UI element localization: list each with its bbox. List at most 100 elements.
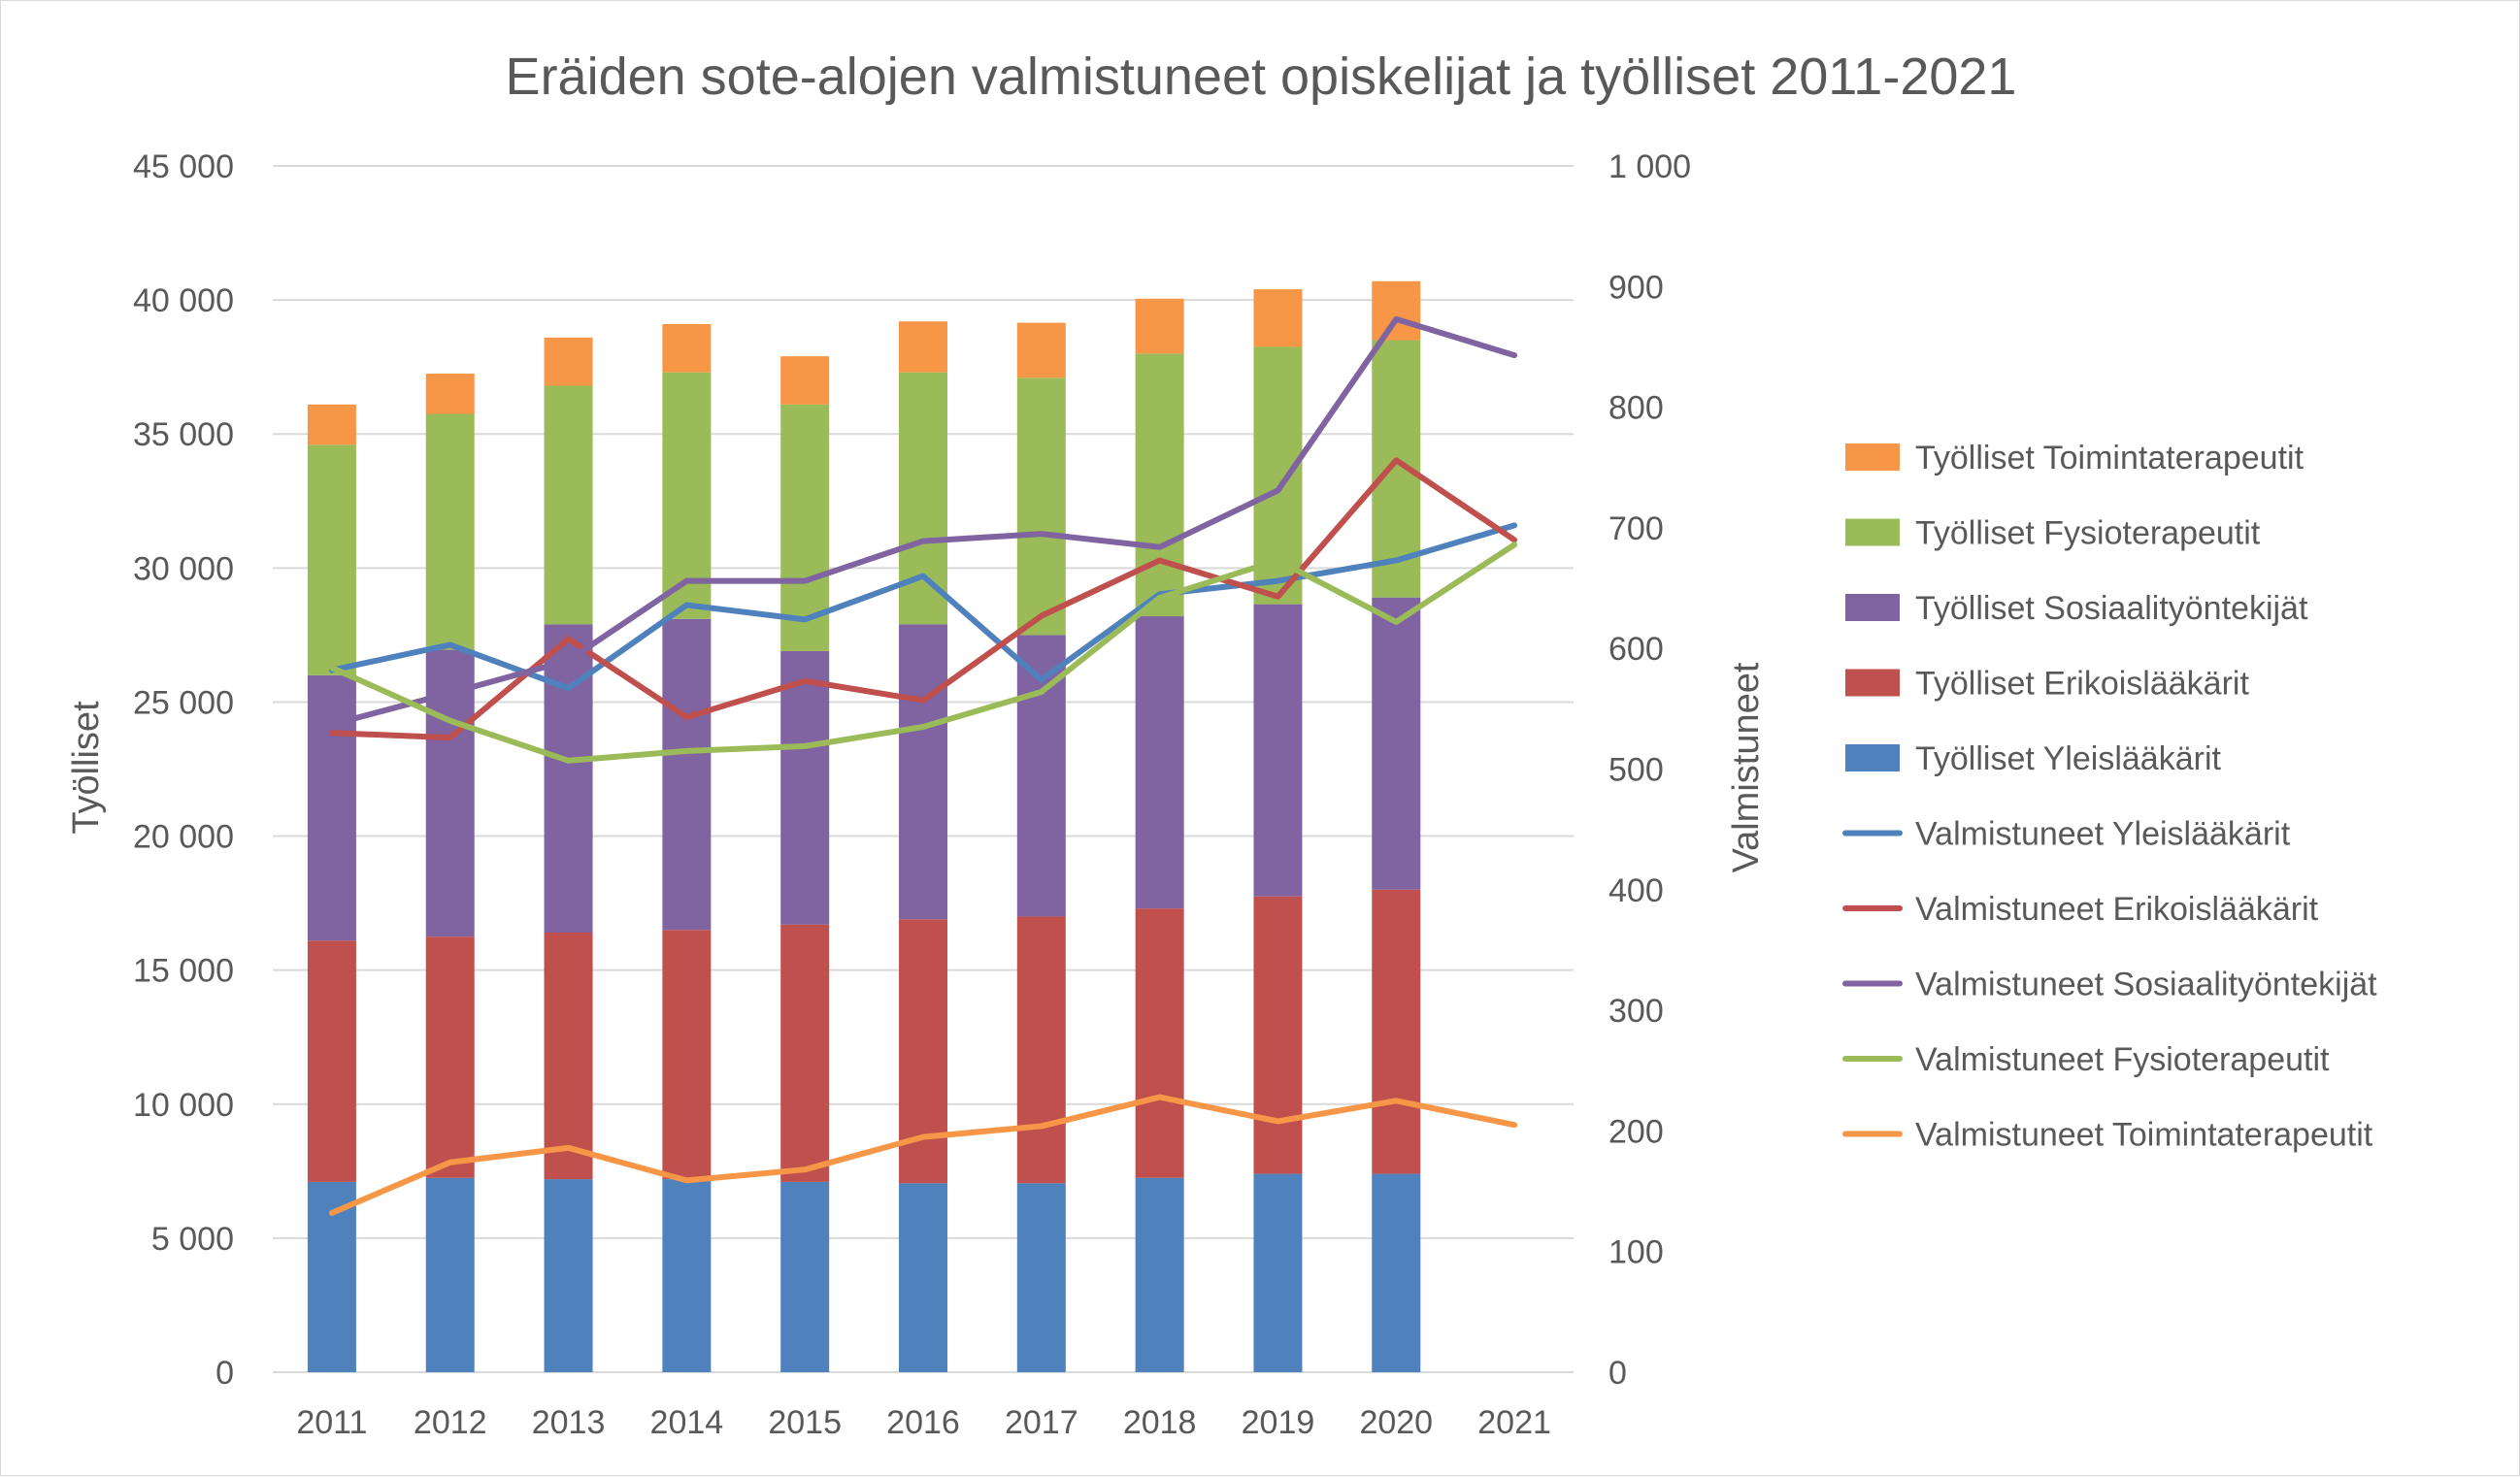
bar	[1372, 889, 1421, 1174]
legend-label: Työlliset Sosiaalityöntekijät	[1915, 590, 2308, 627]
legend-swatch	[1845, 518, 1900, 546]
bar	[1135, 908, 1184, 1178]
left-tick-label: 15 000	[133, 953, 234, 990]
legend-item: Työlliset Yleislääkärit	[1845, 740, 2222, 777]
legend-item: Valmistuneet Erikoislääkärit	[1842, 891, 2319, 928]
bar	[1016, 377, 1066, 636]
x-tick-label: 2011	[296, 1404, 367, 1441]
bar	[307, 940, 356, 1182]
legend-swatch	[1845, 443, 1900, 471]
chart-title: Eräiden sote-alojen valmistuneet opiskel…	[506, 48, 2017, 106]
legend-label: Työlliset Erikoislääkärit	[1915, 666, 2249, 703]
left-axis-ticks: 0 5 000 10 000 15 000 20 000 25 000 30 000 35 0…	[133, 148, 234, 1392]
left-tick-label: 25 000	[133, 684, 234, 721]
right-tick-label: 800	[1608, 390, 1664, 427]
bar	[780, 924, 830, 1182]
right-tick-label: 500	[1608, 752, 1664, 789]
bar-series	[307, 340, 1421, 675]
series-line	[328, 1094, 1518, 1216]
legend-label: Valmistuneet Toimintaterapeutit	[1915, 1117, 2373, 1154]
bar	[1135, 1177, 1184, 1372]
legend-label: Valmistuneet Fysioterapeutit	[1915, 1041, 2330, 1078]
left-tick-label: 30 000	[133, 550, 234, 587]
legend-label: Valmistuneet Erikoislääkärit	[1915, 891, 2319, 928]
bar	[662, 1179, 712, 1372]
left-axis-title: Työlliset	[66, 701, 107, 835]
x-tick-label: 2018	[1123, 1404, 1197, 1441]
right-axis-ticks: 0 100 200 300 400 500 600 700 800 900 1 000	[1608, 148, 1691, 1392]
legend-item: Työlliset Toimintaterapeutit	[1845, 440, 2304, 476]
x-tick-label: 2016	[886, 1404, 960, 1441]
bar	[780, 650, 830, 925]
bar	[662, 930, 712, 1180]
bar	[1016, 916, 1066, 1184]
legend-label: Työlliset Yleislääkärit	[1915, 740, 2222, 777]
right-tick-label: 200	[1608, 1113, 1664, 1150]
x-tick-label: 2014	[650, 1404, 724, 1441]
bar	[1253, 289, 1303, 347]
legend-swatch	[1845, 744, 1900, 771]
line-series-group	[328, 315, 1518, 1216]
bar	[1253, 896, 1303, 1174]
left-tick-label: 40 000	[133, 282, 234, 319]
legend-label: Työlliset Toimintaterapeutit	[1915, 440, 2304, 476]
left-tick-label: 10 000	[133, 1087, 234, 1124]
bar	[307, 444, 356, 675]
legend-item: Työlliset Fysioterapeutit	[1845, 515, 2261, 552]
x-tick-label: 2015	[768, 1404, 842, 1441]
legend-item: Työlliset Sosiaalityöntekijät	[1845, 590, 2308, 627]
right-tick-label: 700	[1608, 510, 1664, 547]
bar-series-group	[307, 280, 1421, 1372]
bar	[1372, 597, 1421, 890]
left-tick-label: 35 000	[133, 416, 234, 453]
right-tick-label: 100	[1608, 1234, 1664, 1271]
series-line	[328, 315, 1518, 728]
right-tick-label: 300	[1608, 993, 1664, 1030]
bar	[1253, 604, 1303, 897]
legend-swatch	[1845, 669, 1900, 697]
x-tick-label: 2013	[532, 1404, 606, 1441]
bar	[899, 624, 947, 920]
legend-label: Valmistuneet Yleislääkärit	[1915, 816, 2291, 853]
bar-series	[307, 889, 1421, 1184]
x-tick-label: 2012	[414, 1404, 487, 1441]
legend-item: Valmistuneet Fysioterapeutit	[1842, 1041, 2330, 1078]
bar	[662, 323, 712, 373]
bar	[425, 1177, 475, 1372]
right-tick-label: 1 000	[1608, 148, 1691, 185]
right-tick-label: 600	[1608, 631, 1664, 668]
bar	[1016, 1183, 1066, 1372]
bar	[425, 374, 475, 414]
bar	[425, 936, 475, 1178]
bar	[544, 624, 593, 933]
legend-item: Valmistuneet Toimintaterapeutit	[1842, 1117, 2373, 1154]
bar	[780, 1181, 830, 1372]
left-tick-label: 5 000	[151, 1221, 234, 1258]
series-line	[328, 542, 1518, 764]
right-axis-title: Valmistuneet	[1726, 662, 1767, 872]
x-tick-label: 2020	[1359, 1404, 1433, 1441]
legend-label: Työlliset Fysioterapeutit	[1915, 515, 2261, 552]
bar	[1016, 322, 1066, 378]
legend-swatch	[1845, 594, 1900, 621]
bar	[899, 321, 947, 373]
right-tick-label: 400	[1608, 872, 1664, 909]
bar	[1135, 353, 1184, 617]
bar-series	[307, 1173, 1421, 1372]
bar	[544, 337, 593, 386]
left-tick-label: 0	[216, 1355, 234, 1392]
bar	[780, 404, 830, 651]
x-tick-label: 2019	[1242, 1404, 1315, 1441]
bar	[307, 674, 356, 941]
legend-item: Valmistuneet Yleislääkärit	[1842, 816, 2291, 853]
x-tick-label: 2017	[1005, 1404, 1078, 1441]
bar	[780, 356, 830, 405]
bar	[662, 372, 712, 619]
bar-series	[307, 280, 1421, 445]
x-axis-ticks: 2011 2012 2013 2014 2015 2016 2017 2018 2019 2020…	[296, 1404, 1551, 1441]
legend-label: Valmistuneet Sosiaalityöntekijät	[1915, 967, 2377, 1003]
bar	[899, 372, 947, 625]
left-tick-label: 20 000	[133, 819, 234, 856]
